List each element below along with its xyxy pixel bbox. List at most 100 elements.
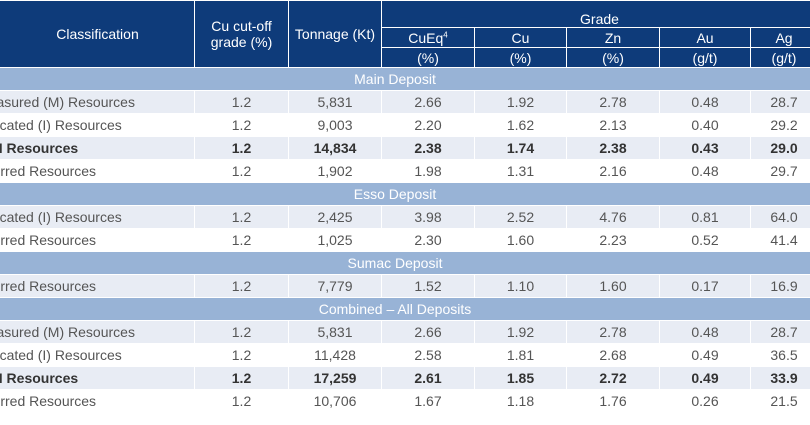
section-title: Combined – All Deposits xyxy=(0,297,810,321)
table-cell: 14,834 xyxy=(288,136,382,160)
row-classification: Indicated (I) Resources xyxy=(0,113,195,137)
metal-name: Au xyxy=(696,29,714,46)
table-cell: 9,003 xyxy=(288,113,382,137)
table-row: Indicated (I) Resources1.29,0032.201.622… xyxy=(0,113,810,137)
table-cell: 0.52 xyxy=(659,228,751,252)
table-cell: 1.92 xyxy=(474,320,567,344)
row-classification: M&I Resources xyxy=(0,136,195,160)
metal-name: Cu xyxy=(511,29,530,46)
table-cell: 36.5 xyxy=(750,343,810,367)
table-cell: 2.58 xyxy=(381,343,475,367)
table-cell: 1.10 xyxy=(474,274,567,298)
header-metal-ag: Ag xyxy=(750,27,810,48)
table-cell: 2.23 xyxy=(566,228,660,252)
table-row: Measured (M) Resources1.25,8312.661.922.… xyxy=(0,320,810,344)
row-classification: Measured (M) Resources xyxy=(0,90,195,114)
section-header-row: Combined – All Deposits xyxy=(0,297,810,321)
table-cell: 3.98 xyxy=(381,205,475,229)
table-cell: 1.60 xyxy=(566,274,660,298)
table-cell: 2.52 xyxy=(474,205,567,229)
table-cell: 0.17 xyxy=(659,274,751,298)
table-cell: 2.78 xyxy=(566,320,660,344)
table-cell: 1.2 xyxy=(194,159,289,183)
row-classification: Indicated (I) Resources xyxy=(0,343,195,367)
table-cell: 1.74 xyxy=(474,136,567,160)
header-metal-cueq: CuEq4 xyxy=(381,27,475,48)
header-metal-zn: Zn xyxy=(566,27,660,48)
table-cell: 4.76 xyxy=(566,205,660,229)
table-cell: 1.2 xyxy=(194,136,289,160)
table-row: Inferred Resources1.27,7791.521.101.600.… xyxy=(0,274,810,298)
header-classification: Classification xyxy=(0,0,195,68)
section-title: Sumac Deposit xyxy=(0,251,810,275)
table-cell: 5,831 xyxy=(288,90,382,114)
footnote-marker: 4 xyxy=(443,29,448,39)
table-cell: 28.7 xyxy=(750,90,810,114)
table-cell: 1.2 xyxy=(194,343,289,367)
row-classification: Indicated (I) Resources xyxy=(0,205,195,229)
table-header: Classification Cu cut-off grade (%) Tonn… xyxy=(0,0,810,68)
table-cell: 2,425 xyxy=(288,205,382,229)
header-grade: Grade xyxy=(381,0,810,28)
header-unit-au: (g/t) xyxy=(659,47,751,68)
table-cell: 2.30 xyxy=(381,228,475,252)
table-cell: 0.48 xyxy=(659,159,751,183)
table-cell: 1.31 xyxy=(474,159,567,183)
table-cell: 33.9 xyxy=(750,366,810,390)
section-title: Esso Deposit xyxy=(0,182,810,206)
table-cell: 21.5 xyxy=(750,389,810,413)
table-cell: 0.48 xyxy=(659,320,751,344)
table-cell: 11,428 xyxy=(288,343,382,367)
header-metal-cu: Cu xyxy=(474,27,567,48)
table-cell: 0.81 xyxy=(659,205,751,229)
table-cell: 1.60 xyxy=(474,228,567,252)
resource-table: Classification Cu cut-off grade (%) Tonn… xyxy=(0,0,810,413)
table-body: Main DepositMeasured (M) Resources1.25,8… xyxy=(0,67,810,413)
table-cell: 0.49 xyxy=(659,343,751,367)
table-cell: 29.0 xyxy=(750,136,810,160)
metal-name: CuEq xyxy=(408,29,444,46)
table-cell: 2.68 xyxy=(566,343,660,367)
table-row: Inferred Resources1.21,9021.981.312.160.… xyxy=(0,159,810,183)
table-cell: 1.2 xyxy=(194,274,289,298)
row-classification: Inferred Resources xyxy=(0,274,195,298)
table-cell: 1.81 xyxy=(474,343,567,367)
table-cell: 0.43 xyxy=(659,136,751,160)
table-cell: 1.67 xyxy=(381,389,475,413)
table-row: Indicated (I) Resources1.211,4282.581.81… xyxy=(0,343,810,367)
table-cell: 1.98 xyxy=(381,159,475,183)
table-cell: 2.66 xyxy=(381,90,475,114)
metal-name: Ag xyxy=(775,29,793,46)
table-cell: 29.2 xyxy=(750,113,810,137)
header-unit-zn: (%) xyxy=(566,47,660,68)
section-header-row: Esso Deposit xyxy=(0,182,810,206)
header-unit-ag: (g/t) xyxy=(750,47,810,68)
table-cell: 0.48 xyxy=(659,90,751,114)
table-cell: 2.13 xyxy=(566,113,660,137)
section-title: Main Deposit xyxy=(0,67,810,91)
table-cell: 5,831 xyxy=(288,320,382,344)
table-row: M&I Resources1.217,2592.611.852.720.4933… xyxy=(0,366,810,390)
table-cell: 0.40 xyxy=(659,113,751,137)
table-cell: 1.2 xyxy=(194,113,289,137)
table-cell: 28.7 xyxy=(750,320,810,344)
table-cell: 1.92 xyxy=(474,90,567,114)
table-cell: 29.7 xyxy=(750,159,810,183)
table-row: Indicated (I) Resources1.22,4253.982.524… xyxy=(0,205,810,229)
table-cell: 1.2 xyxy=(194,320,289,344)
table-row: Measured (M) Resources1.25,8312.661.922.… xyxy=(0,90,810,114)
header-unit-cu: (%) xyxy=(474,47,567,68)
table-cell: 16.9 xyxy=(750,274,810,298)
table-cell: 64.0 xyxy=(750,205,810,229)
table-cell: 2.66 xyxy=(381,320,475,344)
table-cell: 0.49 xyxy=(659,366,751,390)
section-header-row: Main Deposit xyxy=(0,67,810,91)
table-cell: 2.20 xyxy=(381,113,475,137)
table-row: M&I Resources1.214,8342.381.742.380.4329… xyxy=(0,136,810,160)
table-cell: 2.61 xyxy=(381,366,475,390)
table-cell: 1.2 xyxy=(194,389,289,413)
table-cell: 1.2 xyxy=(194,366,289,390)
table-cell: 1.18 xyxy=(474,389,567,413)
header-unit-cueq: (%) xyxy=(381,47,475,68)
table-cell: 1.76 xyxy=(566,389,660,413)
